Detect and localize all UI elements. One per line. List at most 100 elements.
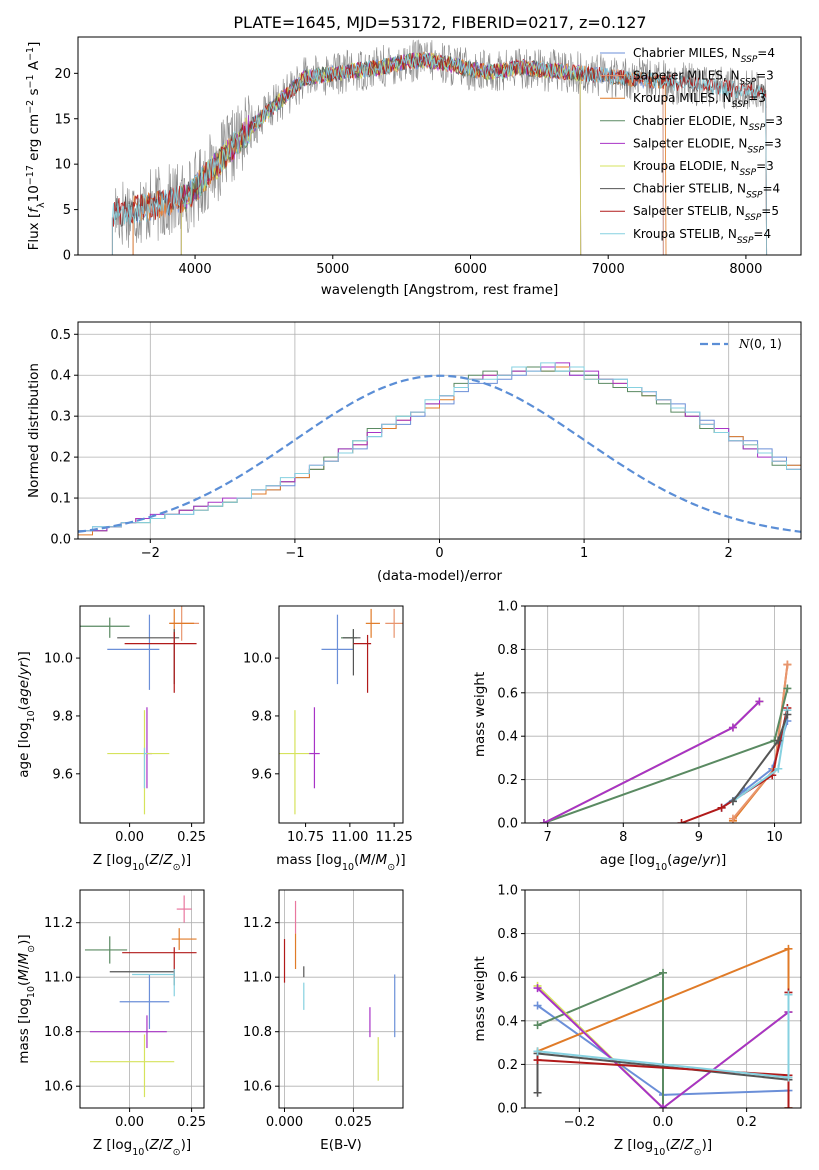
legend-entry-sub: SSP bbox=[740, 168, 757, 178]
spectrum-tick-label-x: 6000 bbox=[454, 262, 487, 277]
age-vs-mass-xlabel-part: M bbox=[359, 852, 371, 868]
age-vs-mass-xlabel-part: ⊙ bbox=[387, 862, 395, 873]
age-vs-mass-xlabel-part: mass [log bbox=[276, 852, 342, 868]
mass-vs-EBV-tick-label-y: 11.2 bbox=[243, 916, 272, 931]
age-vs-mass-xlabel-part: / bbox=[371, 852, 376, 868]
point-marker bbox=[533, 1088, 542, 1097]
mass-weight-vs-age-tick-label-x: 8 bbox=[619, 830, 627, 845]
mass-vs-Z-ylabel-part: M bbox=[16, 952, 32, 964]
residual-tick-label-y: 0.0 bbox=[50, 533, 71, 548]
legend-entry-n: =3 bbox=[764, 136, 782, 150]
spectrum-ylabel: Flux [fλ10−17 erg cm−2 s−1 A−1] bbox=[25, 42, 47, 251]
mass-weight-vs-Z-xlabel: Z [log10(Z/Z⊙)] bbox=[614, 1137, 712, 1158]
legend-entry-sub: SSP bbox=[740, 78, 757, 88]
model-line-salpeter-elodie bbox=[180, 52, 582, 255]
point-marker bbox=[728, 797, 737, 806]
legend-entry-sub: SSP bbox=[737, 236, 754, 246]
age-vs-Z-xlabel-part: Z bbox=[149, 852, 160, 868]
mass-vs-Z-ylabel: mass [log10(M/M⊙)] bbox=[16, 934, 37, 1063]
mass-weight-vs-Z-ylabel: mass weight bbox=[472, 956, 488, 1041]
mass-vs-Z-ylabel-part: / bbox=[16, 964, 32, 969]
mass-weight-vs-age-xlabel-part: age bbox=[672, 852, 697, 868]
spectrum-tick-label-x: 4000 bbox=[179, 262, 212, 277]
legend-entry-label: Chabrier STELIB, N bbox=[633, 182, 746, 196]
age-vs-Z-tick-label-x: 0.00 bbox=[115, 830, 144, 845]
residual-frame bbox=[77, 321, 802, 540]
mass-weight-vs-age-xlabel-part: / bbox=[698, 852, 703, 868]
mass-vs-EBV-tick-label-x: 0.025 bbox=[335, 1115, 372, 1130]
spectrum-tick-label-y: 20 bbox=[54, 67, 71, 82]
mass-vs-Z-tick-label-y: 10.6 bbox=[44, 1080, 73, 1095]
legend-entry-sub: SSP bbox=[745, 213, 762, 223]
age-vs-Z-xlabel-part: / bbox=[159, 852, 164, 868]
age-vs-Z-ylabel-part: age [log bbox=[16, 722, 32, 777]
age-vs-Z-ylabel: age [log10(age/yr)] bbox=[16, 651, 37, 777]
spectrum-ylabel-part: A bbox=[26, 60, 42, 74]
legend-entry-n: =4 bbox=[757, 46, 775, 60]
mass-weight-vs-Z-xlabel-part: ( bbox=[665, 1137, 670, 1153]
age-vs-Z-errorbars bbox=[80, 606, 200, 815]
age-vs-mass-xlabel-part: 10 bbox=[342, 862, 354, 873]
normal-pdf-line bbox=[78, 374, 801, 533]
spectrum-tick-label-y: 5 bbox=[63, 203, 71, 218]
legend-entry-label: Salpeter MILES, N bbox=[633, 69, 740, 83]
age-vs-Z-ylabel-part: / bbox=[16, 675, 32, 680]
mass-weight-vs-age-tick-label-y: 0.0 bbox=[497, 817, 518, 832]
mass-weight-vs-age-tick-label-y: 0.2 bbox=[497, 773, 518, 788]
mass-vs-Z-tick-label-x: 0.00 bbox=[115, 1115, 144, 1130]
mass-vs-Z-ylabel-part: ( bbox=[16, 981, 32, 986]
age-vs-mass-xlabel-part: M bbox=[376, 852, 388, 868]
spectrum-ylabel-part: −2 bbox=[25, 100, 36, 114]
mass-vs-EBV-tick-label-y: 10.8 bbox=[243, 1025, 272, 1040]
mass-weight-vs-Z-tick-label-y: 0.4 bbox=[497, 1014, 518, 1029]
residual-tick-label-y: 0.4 bbox=[50, 369, 71, 384]
legend-entry-sub: SSP bbox=[746, 191, 763, 201]
age-vs-mass-xlabel-part: )] bbox=[395, 852, 406, 868]
age-vs-mass-xlabel: mass [log10(M/M⊙)] bbox=[276, 852, 405, 873]
legend-entry-n: =3 bbox=[748, 91, 766, 105]
mass-weight-vs-Z-tick-label-y: 0.2 bbox=[497, 1058, 518, 1073]
mass-weight-vs-Z-tick-label-y: 0.0 bbox=[497, 1102, 518, 1117]
mass-vs-Z-ylabel-part: ⊙ bbox=[26, 945, 37, 953]
point-marker bbox=[717, 803, 726, 812]
point-marker bbox=[533, 1001, 542, 1010]
age-vs-Z-ylabel-part: yr bbox=[16, 660, 32, 676]
spectrum-ylabel-part: erg cm bbox=[26, 114, 42, 165]
age-vs-Z-ylabel-part: ( bbox=[16, 705, 32, 710]
age-vs-Z-ylabel-part: 10 bbox=[26, 710, 37, 722]
age-vs-mass-errorbars bbox=[279, 608, 403, 815]
age-vs-mass-tick-label-y: 9.6 bbox=[251, 767, 272, 782]
mass-weight-vs-Z-lines bbox=[533, 944, 793, 1108]
legend-entry-n: =3 bbox=[756, 69, 774, 83]
spectrum-ylabel-part: ] bbox=[26, 42, 42, 47]
legend-entry: Kroupa ELODIE, NSSP=3 bbox=[633, 159, 774, 178]
mass-weight-vs-age-tick-label-y: 0.8 bbox=[497, 643, 518, 658]
spectrum-lines bbox=[111, 39, 768, 255]
mass-weight-vs-age-xlabel-part: 10 bbox=[655, 862, 667, 873]
point-marker bbox=[659, 1104, 667, 1108]
legend-normal-args: (0, 1) bbox=[750, 337, 782, 351]
spectrum-tick-label-x: 7000 bbox=[592, 262, 625, 277]
histogram-4 bbox=[78, 362, 801, 539]
point-marker bbox=[774, 764, 783, 773]
mass-vs-EBV-tick-label-y: 10.6 bbox=[243, 1080, 272, 1095]
age-vs-mass-xlabel-part: ( bbox=[354, 852, 359, 868]
legend-entry: Kroupa MILES, NSSP=3 bbox=[633, 91, 766, 110]
mass-vs-Z-ylabel-part: mass [log bbox=[16, 998, 32, 1064]
point-marker bbox=[784, 1104, 793, 1108]
point-marker bbox=[533, 1047, 542, 1056]
mass-vs-Z-xlabel-part: 10 bbox=[132, 1147, 144, 1158]
age-vs-Z-xlabel: Z [log10(Z/Z⊙)] bbox=[93, 852, 191, 873]
age-vs-Z-xlabel-part: ( bbox=[144, 852, 149, 868]
spectrum-ylabel-part: f bbox=[26, 206, 42, 213]
residual-panel: −2 −1 0 1 2 0.0 0.1 0.2 0.3 0.4 0.5 N(0, 1) (data-mo… bbox=[26, 321, 802, 584]
mass-vs-EBV-frame bbox=[278, 889, 404, 1109]
spectrum-ylabel-part: λ bbox=[36, 202, 47, 208]
residual-tick-label-y: 0.2 bbox=[50, 451, 71, 466]
mass-vs-Z-errorbars bbox=[84, 895, 197, 1098]
spectrum-ylabel-part: −1 bbox=[25, 47, 36, 61]
mass-weight-vs-Z-tick-label-x: −0.2 bbox=[564, 1115, 596, 1130]
mass-weight-vs-age-tick-label-y: 0.6 bbox=[497, 686, 518, 701]
mass-weight-vs-Z-panel: −0.2 0.0 0.20.00.20.40.60.81.0Z [log10(Z/Z… bbox=[472, 884, 802, 1158]
